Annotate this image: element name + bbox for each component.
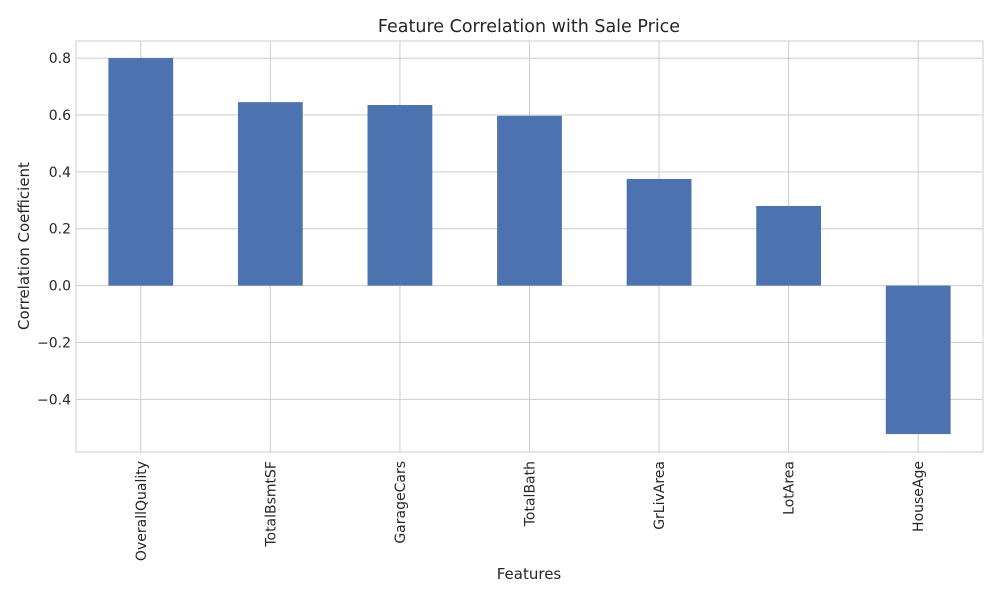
y-tick-label: 0.6 xyxy=(49,108,71,124)
x-tick-label: GarageCars xyxy=(393,461,409,544)
chart-title: Feature Correlation with Sale Price xyxy=(378,17,680,37)
bars xyxy=(108,58,951,435)
bar-houseage xyxy=(885,285,951,435)
y-axis-title: Correlation Coefficient xyxy=(15,162,33,330)
plot-frame xyxy=(75,40,984,453)
x-tick-label: TotalBsmtSF xyxy=(263,461,279,548)
bar-totalbsmtsf xyxy=(237,102,303,286)
x-tick-label: OverallQuality xyxy=(134,461,150,561)
bar-totalbath xyxy=(497,115,562,286)
bar-lotarea xyxy=(756,205,822,286)
y-tick-label: 0.4 xyxy=(49,165,71,181)
y-tick-label: −0.4 xyxy=(37,392,71,408)
x-tick-label: GrLivArea xyxy=(652,461,668,530)
x-axis-title: Features xyxy=(497,565,562,583)
x-tick-label: HouseAge xyxy=(911,461,927,532)
x-tick-label: LotArea xyxy=(782,461,798,515)
y-tick-labels: −0.4 −0.2 0.0 0.2 0.4 0.6 0.8 xyxy=(37,51,71,408)
bar-overallquality xyxy=(108,58,174,286)
y-tick-label: 0.2 xyxy=(49,222,71,238)
bar-garagecars xyxy=(367,104,433,286)
x-tick-label: TotalBath xyxy=(523,461,539,527)
y-tick-label: 0.0 xyxy=(49,279,71,295)
y-tick-label: 0.8 xyxy=(49,51,71,67)
bar-grlivarea xyxy=(626,178,692,286)
y-tick-label: −0.2 xyxy=(37,335,71,351)
x-tick-labels: OverallQuality TotalBsmtSF GarageCars Total… xyxy=(134,461,927,561)
